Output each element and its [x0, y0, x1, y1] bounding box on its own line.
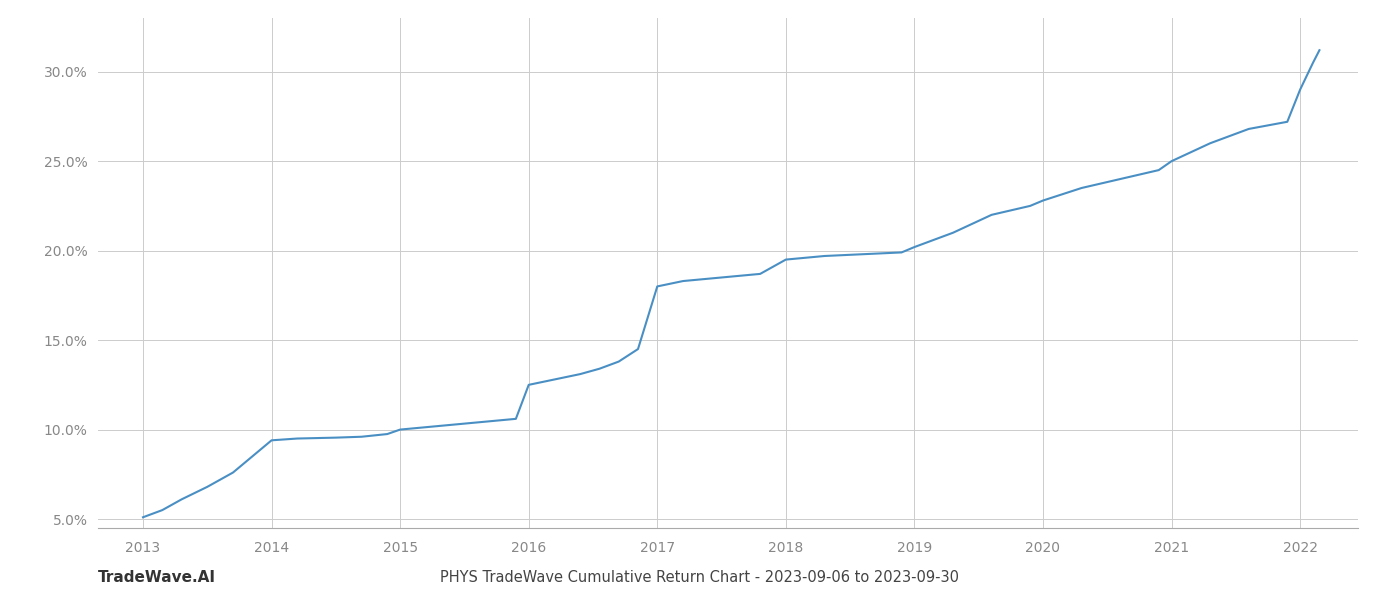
- Text: PHYS TradeWave Cumulative Return Chart - 2023-09-06 to 2023-09-30: PHYS TradeWave Cumulative Return Chart -…: [441, 570, 959, 585]
- Text: TradeWave.AI: TradeWave.AI: [98, 570, 216, 585]
